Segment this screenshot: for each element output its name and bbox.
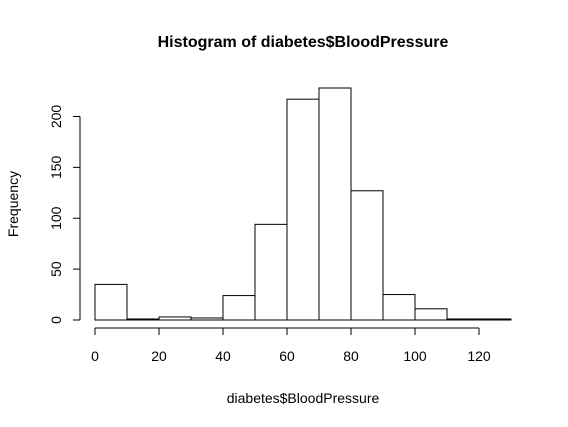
x-axis-label: diabetes$BloodPressure	[227, 390, 380, 406]
histogram-bar	[478, 318, 512, 321]
y-tick-label: 200	[48, 105, 64, 129]
y-tick-label: 0	[48, 316, 64, 324]
y-tick-label: 50	[48, 261, 64, 277]
histogram-bar	[126, 318, 160, 321]
histogram-bar	[350, 190, 384, 321]
y-axis-ticks: 0 50 100 150 200	[48, 105, 80, 324]
x-tick-label: 60	[279, 348, 295, 364]
x-tick-label: 0	[91, 348, 99, 364]
x-tick-label: 80	[343, 348, 359, 364]
histogram-bar	[222, 295, 256, 321]
histogram-bar	[382, 294, 416, 321]
x-axis-ticks: 0 20 40 60 80 100 120	[91, 328, 491, 364]
x-tick-label: 20	[151, 348, 167, 364]
bars-group	[94, 87, 512, 321]
histogram-bar	[190, 317, 224, 321]
chart-title: Histogram of diabetes$BloodPressure	[158, 34, 449, 51]
histogram-bar	[286, 98, 320, 321]
histogram-bar	[94, 283, 128, 321]
histogram-bar	[414, 308, 448, 321]
y-tick-label: 150	[48, 155, 64, 179]
y-tick-label: 100	[48, 206, 64, 230]
x-tick-label: 120	[467, 348, 491, 364]
histogram-bar	[446, 318, 480, 321]
histogram-bar	[158, 316, 192, 321]
x-tick-label: 100	[403, 348, 427, 364]
x-tick-label: 40	[215, 348, 231, 364]
histogram-bar	[254, 223, 288, 321]
y-axis-label: Frequency	[5, 171, 21, 237]
histogram-bar	[318, 87, 352, 321]
